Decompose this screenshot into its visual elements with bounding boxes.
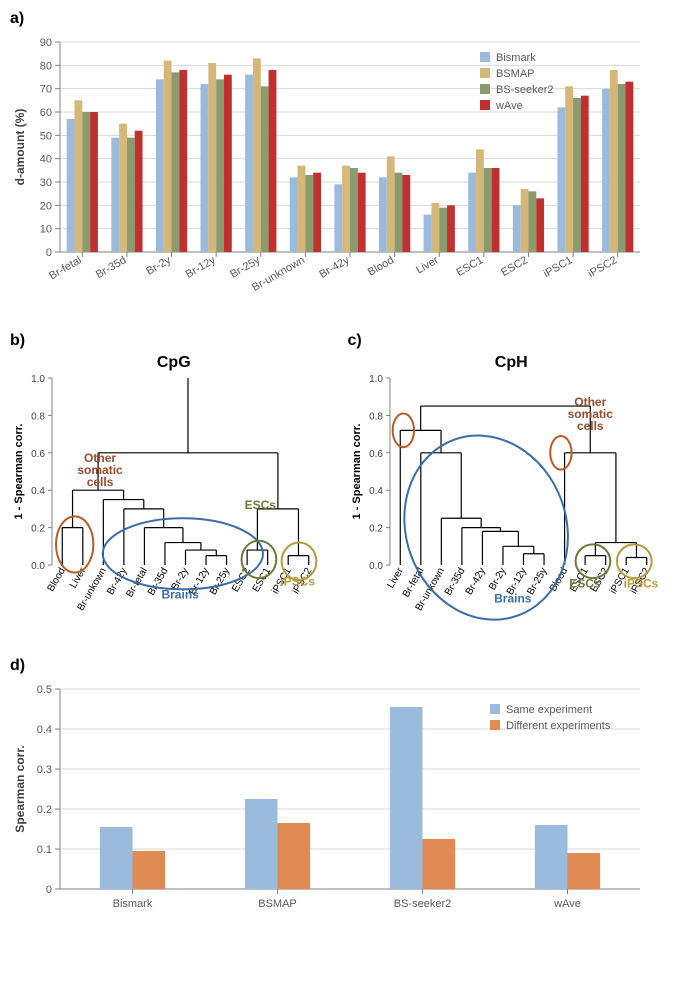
svg-text:BS-seeker2: BS-seeker2: [394, 898, 451, 910]
panel-c-title: CpH: [348, 354, 676, 372]
svg-text:Bismark: Bismark: [496, 52, 536, 64]
svg-text:Different experiments: Different experiments: [506, 720, 611, 732]
svg-text:40: 40: [40, 154, 52, 166]
svg-text:wAve: wAve: [553, 898, 581, 910]
svg-text:Same experiment: Same experiment: [506, 704, 592, 716]
svg-text:wAve: wAve: [495, 100, 523, 112]
svg-text:0: 0: [46, 884, 52, 896]
svg-text:0.4: 0.4: [369, 486, 383, 497]
svg-text:0.2: 0.2: [37, 804, 52, 816]
svg-text:Br-2y: Br-2y: [487, 566, 508, 592]
svg-text:ESC1: ESC1: [454, 254, 485, 279]
row-bc: b) CpG 0.0 0.2 0.4 0.6 0.8 1.0 1 - Spearman co…: [10, 332, 675, 637]
chart-b: 0.0 0.2 0.4 0.6 0.8 1.0 1 - Spearman corr. Bloo…: [10, 372, 325, 637]
svg-text:1 - Spearman corr.: 1 - Spearman corr.: [13, 424, 25, 520]
svg-text:0.0: 0.0: [31, 561, 45, 572]
panel-d-label: d): [10, 657, 675, 675]
svg-text:0.8: 0.8: [31, 411, 45, 422]
svg-text:Bismark: Bismark: [113, 898, 153, 910]
svg-text:Br-fetal: Br-fetal: [47, 254, 84, 282]
svg-text:Blood: Blood: [46, 566, 68, 594]
svg-text:BS-seeker2: BS-seeker2: [496, 84, 553, 96]
svg-text:cells: cells: [576, 419, 603, 433]
svg-text:ESCs: ESCs: [569, 576, 601, 590]
svg-text:iPSC1: iPSC1: [542, 254, 575, 280]
panel-b-label: b): [10, 332, 338, 350]
svg-text:Brains: Brains: [161, 588, 199, 602]
svg-text:Br-42y: Br-42y: [463, 566, 487, 597]
svg-text:0.0: 0.0: [369, 561, 383, 572]
svg-text:Br-35d: Br-35d: [442, 566, 467, 597]
svg-text:0.8: 0.8: [369, 411, 383, 422]
svg-text:ESC2: ESC2: [230, 566, 253, 595]
svg-text:iPSC2: iPSC2: [586, 254, 619, 280]
svg-text:iPSCs: iPSCs: [623, 576, 658, 590]
chart-c: 0.0 0.2 0.4 0.6 0.8 1.0 1 - Spearman corr. Live…: [348, 372, 663, 637]
svg-text:Liver: Liver: [385, 565, 406, 590]
svg-text:80: 80: [40, 60, 52, 72]
svg-text:1.0: 1.0: [369, 374, 383, 385]
svg-text:Brains: Brains: [494, 591, 532, 605]
svg-text:cells: cells: [87, 475, 114, 489]
svg-text:0.5: 0.5: [37, 684, 52, 696]
svg-text:Br-2y: Br-2y: [144, 254, 173, 278]
panel-c-label: c): [348, 332, 676, 350]
svg-text:Br-35d: Br-35d: [94, 254, 129, 281]
svg-text:ESC2: ESC2: [499, 254, 530, 279]
svg-text:Spearman corr.: Spearman corr.: [13, 745, 27, 832]
svg-text:BSMAP: BSMAP: [258, 898, 297, 910]
svg-text:50: 50: [40, 130, 52, 142]
panel-d: d) 0 0.1 0.2 0.3 0.4 0.5 Spearman corr. Bismark…: [10, 657, 675, 919]
svg-text:0: 0: [46, 247, 52, 259]
svg-text:Br-25y: Br-25y: [208, 566, 232, 597]
svg-text:iPSCs: iPSCs: [280, 575, 315, 589]
svg-text:Br-12y: Br-12y: [184, 254, 218, 281]
svg-text:Blood: Blood: [366, 254, 396, 278]
svg-text:ESCs: ESCs: [245, 498, 277, 512]
svg-text:Liver: Liver: [414, 254, 441, 276]
panel-b: b) CpG 0.0 0.2 0.4 0.6 0.8 1.0 1 - Spearman co…: [10, 332, 338, 637]
panel-a-label: a): [10, 10, 675, 28]
panel-c: c) CpH 0.0 0.2 0.4 0.6 0.8 1.0 1 - Spearman co…: [348, 332, 676, 637]
svg-text:BSMAP: BSMAP: [496, 68, 535, 80]
svg-text:10: 10: [40, 224, 52, 236]
svg-text:20: 20: [40, 200, 52, 212]
svg-text:0.3: 0.3: [37, 764, 52, 776]
svg-text:70: 70: [40, 84, 52, 96]
svg-text:Br-25y: Br-25y: [228, 254, 262, 281]
svg-text:1 - Spearman corr.: 1 - Spearman corr.: [351, 424, 363, 520]
svg-text:0.2: 0.2: [369, 524, 383, 535]
svg-text:30: 30: [40, 177, 52, 189]
svg-text:0.4: 0.4: [37, 724, 52, 736]
svg-text:1.0: 1.0: [31, 374, 45, 385]
chart-a: 0 10 20 30 40 50 60 70 80 90 d-amount (%) Br-fetal B…: [10, 32, 650, 312]
panel-b-title: CpG: [10, 354, 338, 372]
svg-text:Br-42y: Br-42y: [317, 254, 351, 281]
svg-text:0.6: 0.6: [369, 449, 383, 460]
svg-text:0.6: 0.6: [31, 449, 45, 460]
svg-text:0.1: 0.1: [37, 844, 52, 856]
svg-text:Liver: Liver: [68, 565, 89, 590]
chart-d: 0 0.1 0.2 0.3 0.4 0.5 Spearman corr. Bismark BSM…: [10, 679, 650, 919]
svg-text:0.4: 0.4: [31, 486, 45, 497]
svg-text:d-amount (%): d-amount (%): [13, 109, 27, 186]
svg-text:60: 60: [40, 107, 52, 119]
panel-a: a) 0 10 20 30 40 50 60 70 80 90 d-amount (%) Br-fet…: [10, 10, 675, 312]
svg-text:90: 90: [40, 37, 52, 49]
svg-text:0.2: 0.2: [31, 524, 45, 535]
